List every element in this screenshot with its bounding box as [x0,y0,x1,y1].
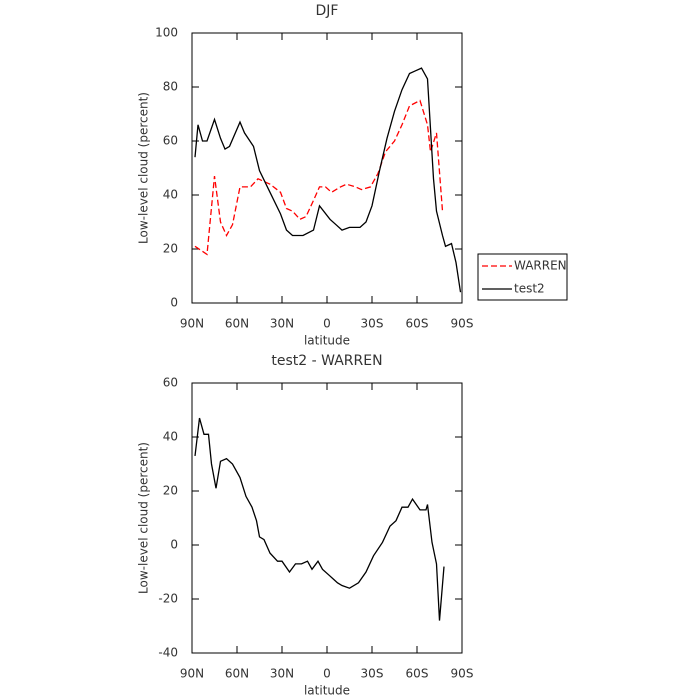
plot-frame [191,382,463,654]
chart-title: DJF [316,3,339,19]
y-tick-label: 40 [163,188,178,202]
y-tick-label: 60 [163,134,178,148]
legend-label: WARREN [514,259,567,273]
x-tick-label: 30N [270,317,294,331]
data-line [194,99,444,256]
x-tick-label: 0 [323,667,331,681]
y-tick-label: 0 [170,538,178,552]
data-line [194,417,445,621]
chart-title: test2 - WARREN [271,353,382,369]
y-tick-label: 20 [163,484,178,498]
x-axis-label: latitude [304,334,350,348]
x-tick-label: 90S [451,317,474,331]
y-tick-label: 80 [163,80,178,94]
x-tick-label: 60S [406,667,429,681]
x-tick-label: 90N [180,317,204,331]
y-tick-label: 0 [170,296,178,310]
data-line [194,67,462,293]
x-tick-label: 30S [361,667,384,681]
x-tick-label: 30S [361,317,384,331]
legend-label: test2 [514,282,545,296]
x-tick-label: 60S [406,317,429,331]
y-axis-label: Low-level cloud (percent) [137,442,151,594]
x-tick-label: 90N [180,667,204,681]
plot-frame [191,32,463,304]
y-tick-label: 40 [163,430,178,444]
x-tick-label: 30N [270,667,294,681]
x-axis-label: latitude [304,684,350,698]
y-tick-label: 100 [155,26,178,40]
y-tick-label: 20 [163,242,178,256]
x-tick-label: 60N [225,667,249,681]
y-tick-label: 60 [163,376,178,390]
x-tick-label: 0 [323,317,331,331]
y-tick-label: -20 [158,592,178,606]
legend-box [477,253,568,301]
y-axis-label: Low-level cloud (percent) [137,92,151,244]
x-tick-label: 90S [451,667,474,681]
y-tick-label: -40 [158,646,178,660]
x-tick-label: 60N [225,317,249,331]
